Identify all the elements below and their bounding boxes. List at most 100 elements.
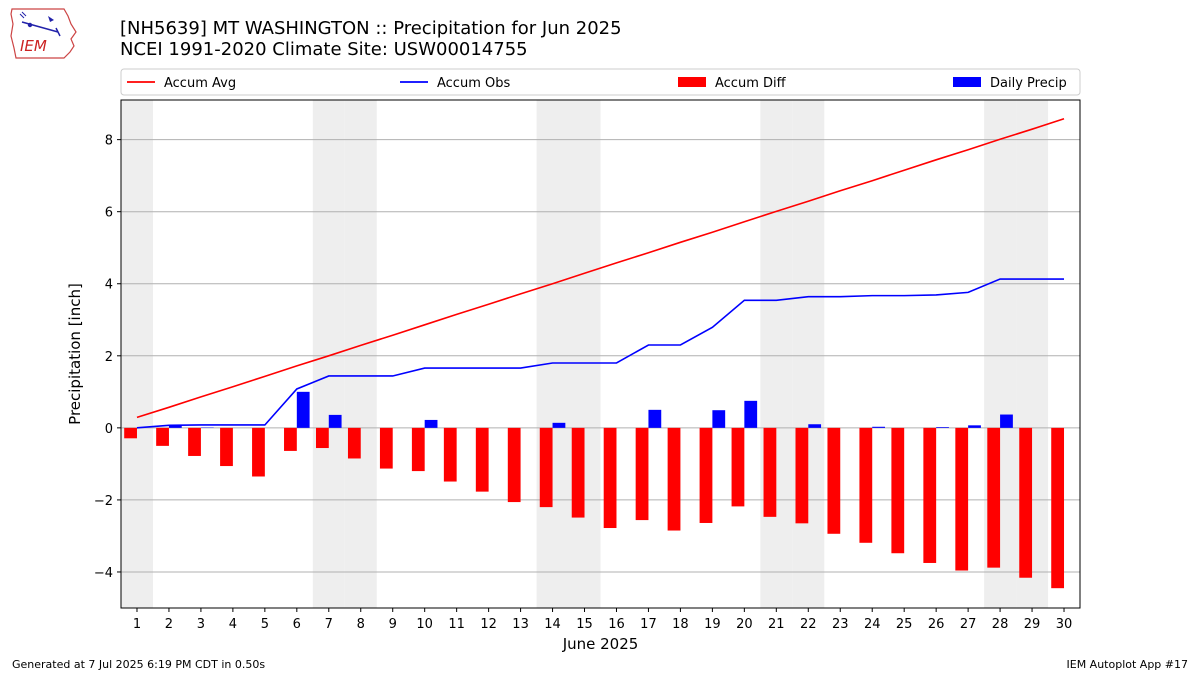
legend-label: Accum Diff [715, 76, 787, 91]
weekend-shade [792, 100, 825, 608]
daily-precip-bar [552, 422, 566, 428]
daily-precip-bar [968, 425, 981, 428]
accum-diff-bar [1051, 427, 1065, 589]
x-tick-label: 13 [512, 617, 529, 632]
accum-diff-bar [667, 427, 681, 531]
x-tick-label: 17 [640, 617, 657, 632]
daily-precip-bar [712, 410, 726, 428]
chart-title: [NH5639] MT WASHINGTON :: Precipitation … [120, 18, 622, 60]
x-tick-label: 19 [704, 617, 721, 632]
accum-obs-line [136, 278, 1065, 429]
weekend-shade [568, 100, 601, 608]
title-line-2: NCEI 1991-2020 Climate Site: USW00014755 [120, 39, 528, 60]
x-tick-label: 5 [261, 617, 269, 632]
accum-diff-bar [539, 427, 553, 508]
accum-diff-bar [475, 427, 489, 492]
accum-diff-bar [220, 427, 233, 467]
x-tick-label: 18 [672, 617, 689, 632]
footer-app: IEM Autoplot App #17 [1066, 658, 1189, 671]
x-tick-label: 21 [768, 617, 785, 632]
x-tick-label: 20 [736, 617, 753, 632]
accum-diff-bar [1019, 427, 1033, 578]
accum-diff-bar [987, 427, 1001, 568]
x-tick-label: 27 [960, 617, 977, 632]
accum-diff-bar [635, 427, 649, 521]
daily-precip-bar [936, 427, 949, 428]
y-tick-label: −4 [94, 566, 113, 581]
logo-text: IEM [20, 37, 47, 55]
y-tick-label: 6 [105, 206, 113, 221]
accum-diff-bar [923, 427, 937, 563]
legend-swatch [953, 77, 981, 87]
x-tick-label: 15 [576, 617, 593, 632]
x-tick-label: 23 [832, 617, 849, 632]
legend-swatch [678, 77, 706, 87]
x-tick-label: 7 [325, 617, 333, 632]
accum-diff-bar [411, 427, 425, 472]
x-tick-label: 16 [608, 617, 625, 632]
accum-diff-bar [827, 427, 841, 534]
weekend-shade [536, 100, 569, 608]
y-tick-label: 8 [105, 134, 113, 149]
x-tick-label: 12 [480, 617, 497, 632]
daily-precip-bars [168, 391, 1013, 428]
accum-diff-bar [795, 427, 809, 524]
x-tick-label: 10 [416, 617, 433, 632]
iem-logo: IEM [8, 6, 80, 60]
plot-frame [120, 99, 1081, 609]
x-tick-label: 11 [448, 617, 465, 632]
x-tick-label: 6 [293, 617, 301, 632]
accum-diff-bar [507, 427, 521, 503]
accum-lines [136, 117, 1065, 429]
y-axis-label: Precipitation [inch] [66, 283, 84, 425]
accum-diff-bar [571, 427, 585, 518]
grid-lines [121, 139, 1080, 573]
x-tick-label: 4 [229, 617, 237, 632]
accum-diff-bar [284, 427, 297, 451]
legend: Accum Avg Accum Obs Accum Diff Daily Precip [120, 68, 1081, 96]
y-tick-label: 2 [105, 350, 113, 365]
accum-diff-bar [379, 427, 393, 469]
x-tick-label: 24 [864, 617, 881, 632]
legend-box [120, 68, 1081, 96]
weekend-shade [760, 100, 793, 608]
legend-label: Daily Precip [990, 76, 1067, 91]
legend-label: Accum Obs [437, 76, 510, 91]
weekend-shade [121, 100, 153, 608]
accum-diff-bar [347, 427, 361, 459]
accum-diff-bar [124, 427, 137, 439]
daily-precip-bar [328, 414, 342, 428]
x-tick-label: 22 [800, 617, 817, 632]
accum-diff-bar [156, 427, 169, 446]
weekend-shade [344, 100, 377, 608]
daily-precip-bar [808, 424, 822, 428]
daily-precip-bar [168, 425, 182, 428]
x-tick-label: 9 [389, 617, 397, 632]
accum-avg-line [136, 117, 1065, 419]
footer-generated: Generated at 7 Jul 2025 6:19 PM CDT in 0… [12, 658, 266, 671]
weekend-shading [121, 100, 1049, 608]
accum-diff-bar [891, 427, 905, 554]
daily-precip-bar [424, 419, 438, 428]
accum-diff-bar [188, 427, 201, 456]
accum-diff-bar [603, 427, 617, 529]
x-tick-label: 28 [992, 617, 1009, 632]
x-tick-label: 14 [544, 617, 561, 632]
x-tick-label: 29 [1024, 617, 1041, 632]
accum-diff-bar [252, 427, 265, 477]
weekend-shade [312, 100, 345, 608]
x-tick-label: 3 [197, 617, 205, 632]
accum-diff-bars [124, 427, 1065, 589]
x-tick-label: 2 [165, 617, 173, 632]
accum-diff-bar [859, 427, 873, 543]
daily-precip-bar [872, 426, 886, 428]
legend-label: Accum Avg [164, 76, 236, 91]
daily-precip-bar [744, 400, 758, 428]
x-tick-label: 8 [357, 617, 365, 632]
x-tick-label: 1 [133, 617, 141, 632]
accum-diff-bar [763, 427, 777, 517]
title-line-1: [NH5639] MT WASHINGTON :: Precipitation … [120, 18, 622, 39]
y-tick-label: 0 [105, 422, 113, 437]
x-tick-label: 26 [928, 617, 945, 632]
